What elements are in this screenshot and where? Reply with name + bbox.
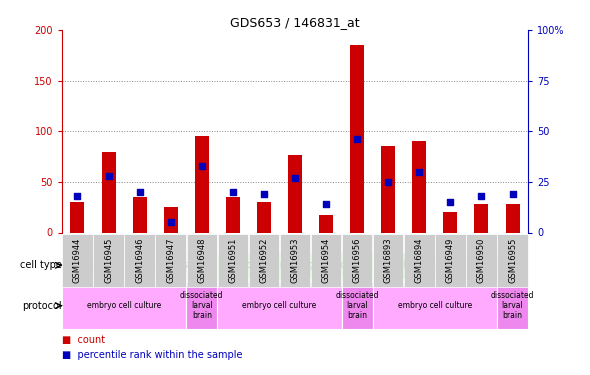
- Text: dissociated
larval
brain: dissociated larval brain: [180, 291, 224, 320]
- Text: ■  count: ■ count: [62, 335, 105, 345]
- Point: [228, 189, 238, 195]
- Point: [104, 173, 113, 179]
- Text: cell type: cell type: [20, 260, 62, 270]
- Bar: [506, 204, 520, 232]
- Text: GSM16894: GSM16894: [415, 238, 424, 284]
- Text: GSM16944: GSM16944: [73, 238, 82, 284]
- Text: dissociated
larval
brain: dissociated larval brain: [491, 291, 535, 320]
- FancyBboxPatch shape: [373, 252, 528, 279]
- Bar: [350, 45, 364, 232]
- FancyBboxPatch shape: [186, 234, 217, 287]
- Bar: [101, 152, 116, 232]
- Bar: [381, 147, 395, 232]
- FancyBboxPatch shape: [373, 282, 497, 329]
- Text: embryo cell culture: embryo cell culture: [398, 301, 472, 310]
- Point: [352, 136, 362, 142]
- FancyBboxPatch shape: [249, 234, 279, 287]
- Bar: [195, 136, 209, 232]
- Point: [508, 191, 517, 197]
- Text: GSM16955: GSM16955: [508, 238, 517, 284]
- Point: [197, 163, 206, 169]
- Point: [166, 219, 175, 225]
- FancyBboxPatch shape: [342, 282, 373, 329]
- FancyBboxPatch shape: [280, 234, 310, 287]
- Bar: [319, 215, 333, 232]
- FancyBboxPatch shape: [466, 234, 497, 287]
- FancyBboxPatch shape: [497, 234, 527, 287]
- Bar: [257, 202, 271, 232]
- FancyBboxPatch shape: [93, 234, 124, 287]
- Text: cholinergic neurons: cholinergic neurons: [91, 260, 188, 270]
- Text: GSM16947: GSM16947: [166, 238, 175, 284]
- FancyBboxPatch shape: [497, 282, 528, 329]
- Text: GSM16951: GSM16951: [228, 238, 237, 284]
- Text: GSM16950: GSM16950: [477, 238, 486, 284]
- Point: [384, 179, 393, 185]
- FancyBboxPatch shape: [342, 234, 372, 287]
- FancyBboxPatch shape: [218, 234, 248, 287]
- Text: GSM16949: GSM16949: [446, 238, 455, 284]
- Text: GSM16952: GSM16952: [260, 238, 268, 284]
- FancyBboxPatch shape: [435, 234, 466, 287]
- FancyBboxPatch shape: [373, 234, 404, 287]
- Bar: [133, 197, 147, 232]
- Text: GSM16956: GSM16956: [353, 238, 362, 284]
- FancyBboxPatch shape: [156, 234, 186, 287]
- Point: [477, 193, 486, 199]
- Point: [445, 199, 455, 205]
- Text: GSM16953: GSM16953: [290, 238, 300, 284]
- FancyBboxPatch shape: [186, 282, 217, 329]
- Point: [290, 175, 300, 181]
- Point: [322, 201, 331, 207]
- Text: GSM16945: GSM16945: [104, 238, 113, 284]
- Text: embryo cell culture: embryo cell culture: [87, 301, 161, 310]
- FancyBboxPatch shape: [311, 234, 341, 287]
- Bar: [474, 204, 489, 232]
- Bar: [163, 207, 178, 232]
- Bar: [412, 141, 427, 232]
- Text: GSM16954: GSM16954: [322, 238, 330, 284]
- Text: GSM16893: GSM16893: [384, 238, 393, 284]
- Text: embryo cell culture: embryo cell culture: [242, 301, 317, 310]
- Text: dissociated
larval
brain: dissociated larval brain: [335, 291, 379, 320]
- FancyBboxPatch shape: [62, 282, 186, 329]
- FancyBboxPatch shape: [404, 234, 434, 287]
- FancyBboxPatch shape: [217, 282, 342, 329]
- Point: [415, 169, 424, 175]
- FancyBboxPatch shape: [217, 252, 373, 279]
- Title: GDS653 / 146831_at: GDS653 / 146831_at: [230, 16, 360, 29]
- Text: ■  percentile rank within the sample: ■ percentile rank within the sample: [62, 350, 242, 360]
- FancyBboxPatch shape: [63, 234, 93, 287]
- FancyBboxPatch shape: [62, 252, 217, 279]
- Bar: [288, 154, 302, 232]
- Text: Gad1 expressing neurons: Gad1 expressing neurons: [232, 260, 358, 270]
- Point: [259, 191, 268, 197]
- FancyBboxPatch shape: [124, 234, 155, 287]
- Text: GSM16948: GSM16948: [197, 238, 206, 284]
- Text: protocol: protocol: [22, 301, 62, 310]
- Bar: [70, 202, 84, 232]
- Bar: [226, 197, 240, 232]
- Text: GSM16946: GSM16946: [135, 238, 144, 284]
- Point: [73, 193, 82, 199]
- Text: cholinergic/Gad1 negative: cholinergic/Gad1 negative: [386, 260, 514, 270]
- Bar: [443, 212, 457, 232]
- Point: [135, 189, 145, 195]
